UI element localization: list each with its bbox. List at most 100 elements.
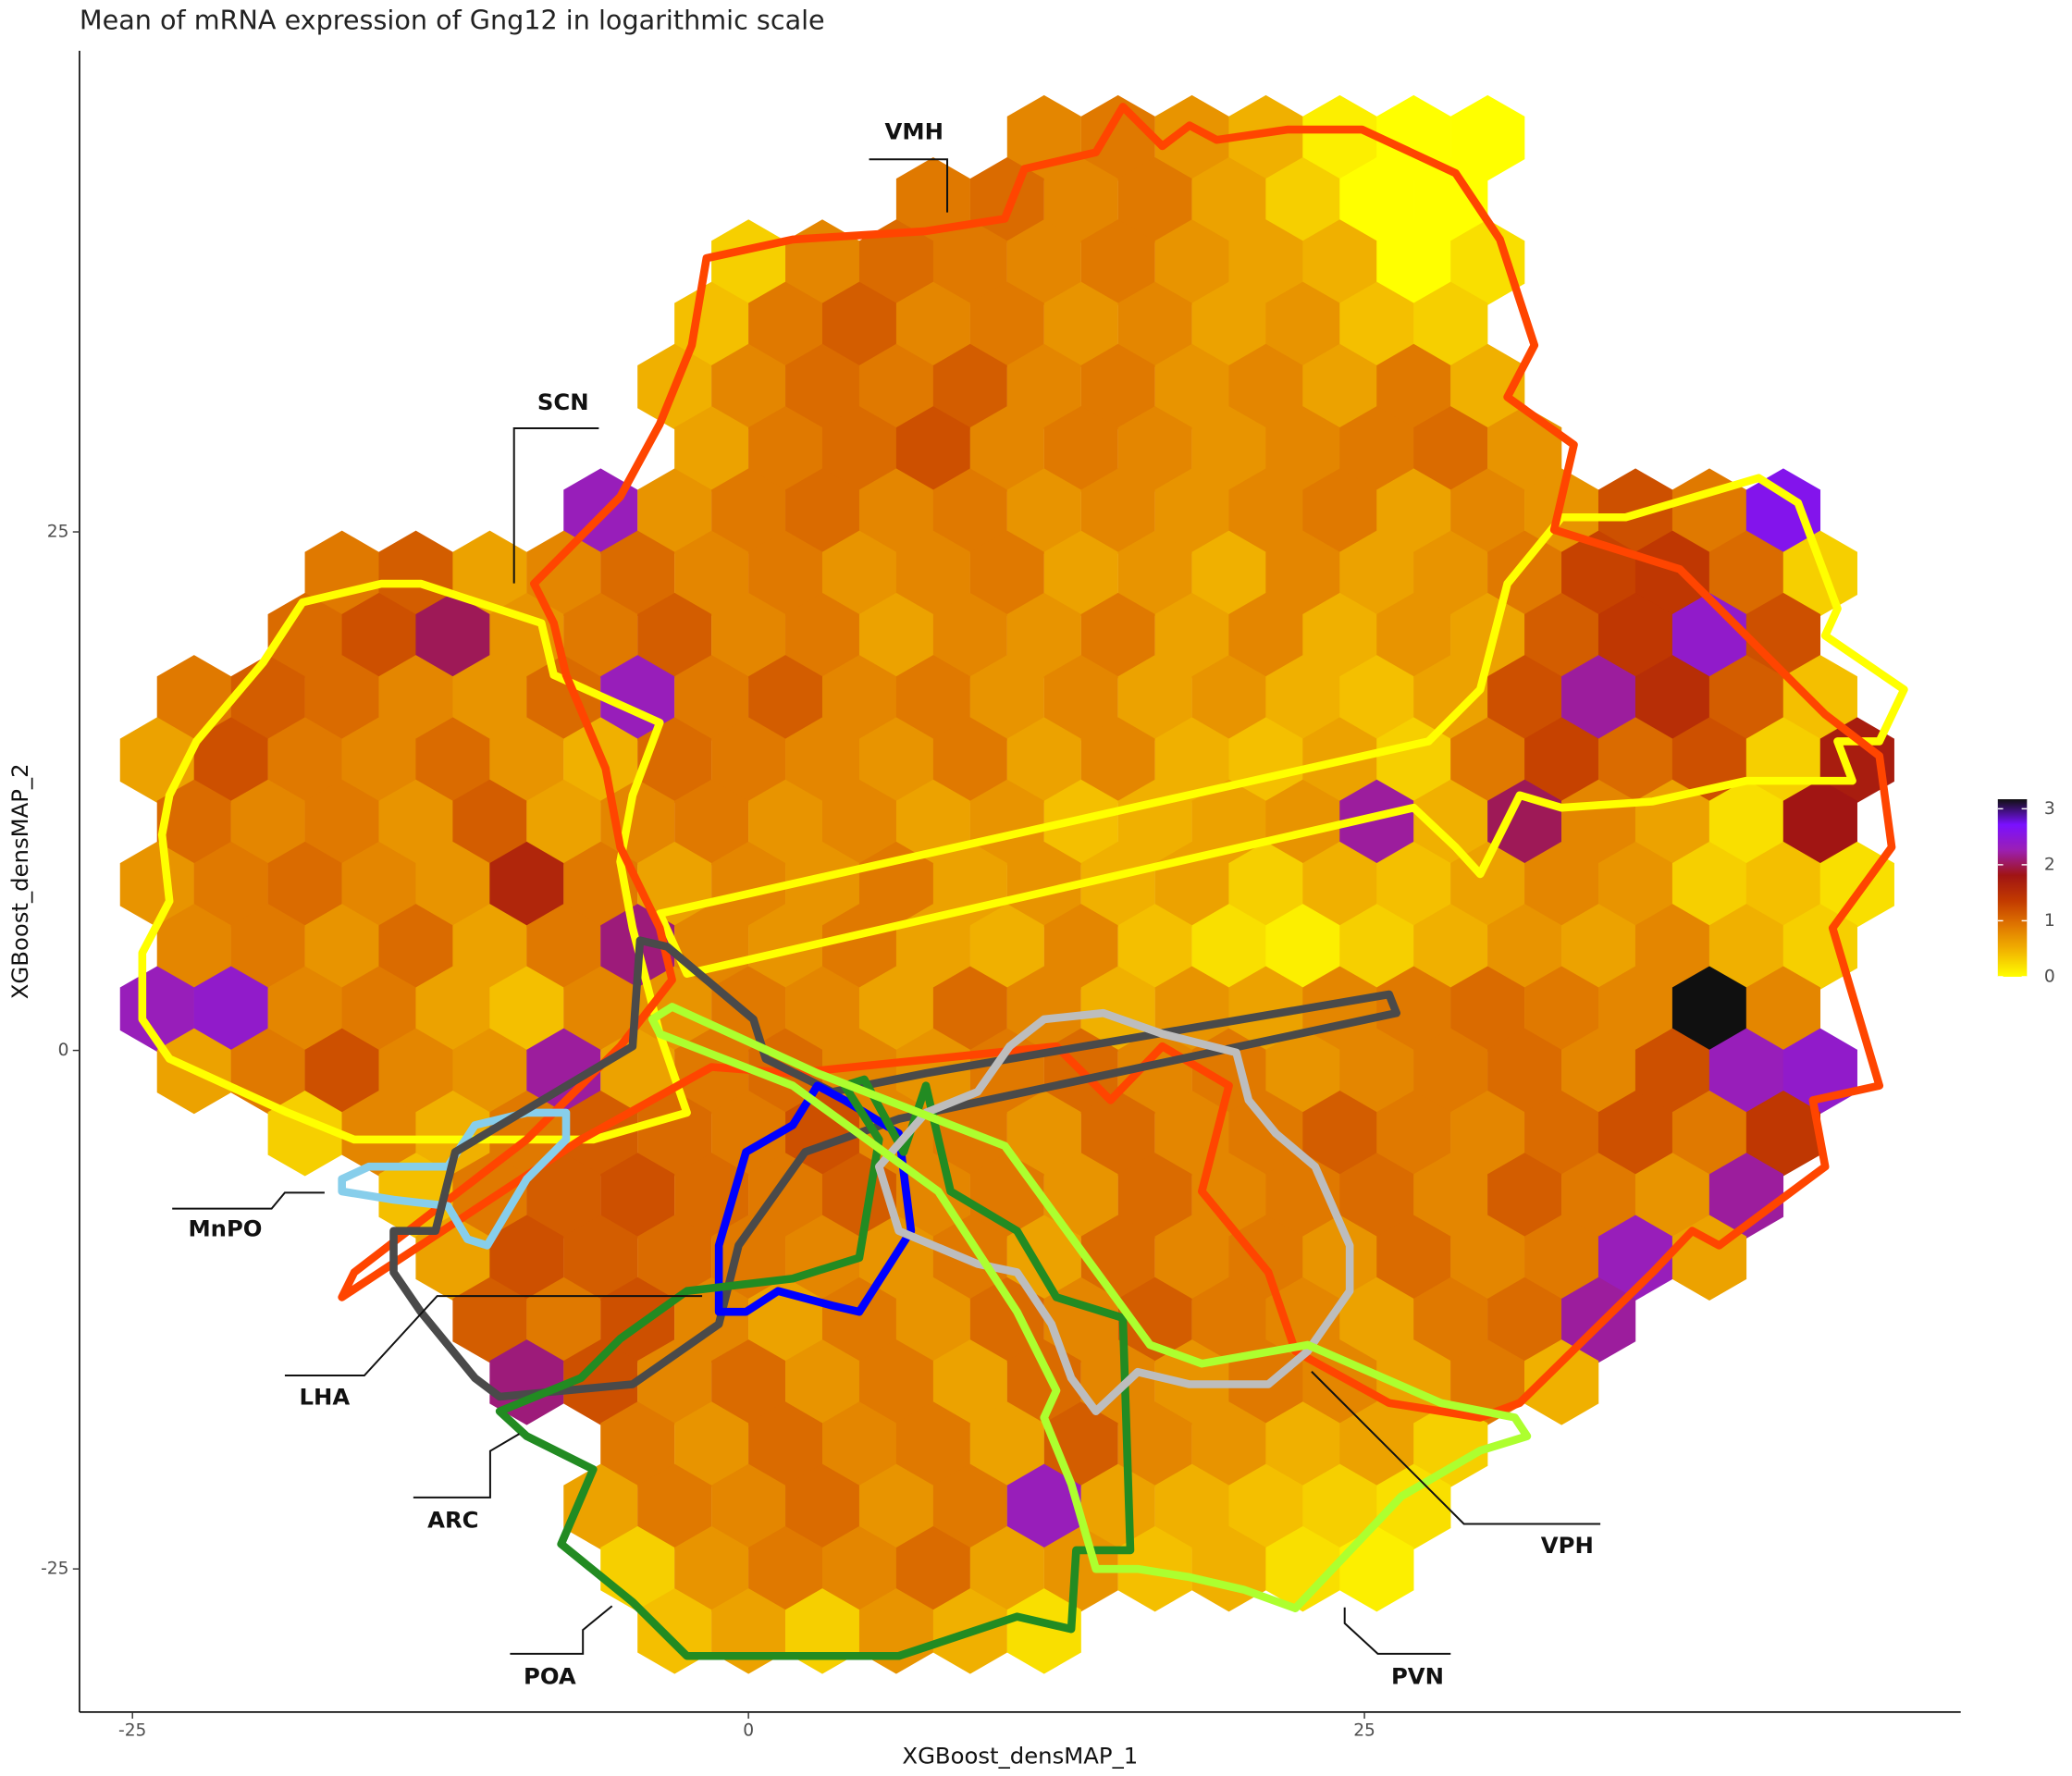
hexbin-cell xyxy=(1597,966,1673,1053)
hexbin-cell xyxy=(1413,530,1488,617)
hexbin-cell xyxy=(969,530,1044,617)
hexbin-cell xyxy=(1154,592,1229,679)
hexbin-cell xyxy=(821,655,897,741)
hexbin-cell xyxy=(711,343,786,430)
hexbin-cell xyxy=(1450,343,1525,430)
hexbin-cell xyxy=(526,1276,601,1363)
hexbin-cell xyxy=(1265,1401,1340,1487)
hexbin-cell xyxy=(711,219,786,305)
hexbin-cell xyxy=(1413,406,1488,492)
hexbin-cell xyxy=(1191,406,1266,492)
hexbin-cell xyxy=(1376,966,1451,1053)
hexbin-cell xyxy=(489,841,564,928)
hexbin-cell xyxy=(1745,1090,1821,1177)
hexbin-cell xyxy=(711,592,786,679)
region-label: MnPO xyxy=(188,1215,262,1242)
hexbin-cell xyxy=(1302,1463,1377,1550)
hexbin-cell xyxy=(1376,1215,1451,1301)
hexbin-cell xyxy=(1006,1090,1081,1177)
colorbar-tick-label: 1 xyxy=(2044,911,2055,931)
hexbin-cell xyxy=(1006,592,1081,679)
hexbin-cell xyxy=(969,655,1044,741)
hexbin-cell xyxy=(1302,841,1377,928)
hexbin-cell xyxy=(1117,1276,1192,1363)
hexbin-cell xyxy=(1191,655,1266,741)
hexbin-cell xyxy=(1302,592,1377,679)
hexbin-cell xyxy=(1228,966,1303,1053)
hexbin-cell xyxy=(230,779,305,866)
region-labels: VMH SCN MnPO LHA ARC POA VPH PVN xyxy=(172,118,1601,1690)
hexbin-cell xyxy=(1228,1215,1303,1301)
hexbin-cell xyxy=(267,841,342,928)
hexbin-cell xyxy=(526,1028,601,1115)
hexbin-cell xyxy=(1450,219,1525,305)
hexbin-cell xyxy=(1117,655,1192,741)
hexbin-cell xyxy=(193,717,268,803)
x-tick-label: -25 xyxy=(118,1720,146,1740)
hexbin-cell xyxy=(821,1525,897,1612)
region-label: ARC xyxy=(427,1507,478,1534)
hexbin-cell xyxy=(637,468,712,554)
hexbin-cell xyxy=(858,1463,934,1550)
hexbin-cell xyxy=(1117,530,1192,617)
hexbin-cell xyxy=(637,1215,712,1301)
hexbin-cell xyxy=(1265,1028,1340,1115)
hexbin-cell xyxy=(1782,655,1857,741)
hexbin-cell xyxy=(1080,219,1155,305)
y-axis-title: XGBoost_densMAP_2 xyxy=(6,763,33,999)
leader-line xyxy=(284,1295,703,1377)
hexbin-cell xyxy=(1634,1153,1710,1239)
hexbin-cell xyxy=(1117,156,1192,243)
hexbin-cell xyxy=(969,1276,1044,1363)
hexbin-cell xyxy=(1006,219,1081,305)
hexbin-cell xyxy=(969,904,1044,990)
hexbin-cell xyxy=(378,530,453,617)
hexbin-cell xyxy=(821,1401,897,1487)
hexbin-cell xyxy=(1006,1588,1081,1674)
hexbin-cell xyxy=(748,1401,823,1487)
hexbin-cell xyxy=(674,530,749,617)
hexbin-cell xyxy=(452,655,527,741)
hexbin-cell xyxy=(1339,406,1414,492)
hexbin-cell xyxy=(858,343,934,430)
hexbin-cell xyxy=(1376,219,1451,305)
colorbar-tick-label: 3 xyxy=(2044,799,2055,819)
hexbin-cell xyxy=(969,406,1044,492)
hexbin-cell xyxy=(1339,1401,1414,1487)
hexbin-cell xyxy=(1450,966,1525,1053)
hexbin-layer xyxy=(119,94,1894,1674)
hexbin-cell xyxy=(1561,655,1636,741)
hexbin-cell xyxy=(821,779,897,866)
hexbin-cell xyxy=(932,1339,1007,1425)
hexbin-cell xyxy=(1413,655,1488,741)
hexbin-cell xyxy=(1708,530,1784,617)
hexbin-cell xyxy=(341,1090,416,1177)
hexbin-cell xyxy=(821,530,897,617)
hexbin-cell xyxy=(895,1276,970,1363)
hexbin-cell xyxy=(452,904,527,990)
hexbin-cell xyxy=(1228,468,1303,554)
hexbin-cell xyxy=(600,1401,675,1487)
hexbin-cell xyxy=(1745,841,1821,928)
hexbin-cell xyxy=(1339,281,1414,368)
hexbin-cell xyxy=(1524,841,1599,928)
hexbin-cell xyxy=(378,904,453,990)
leader-line xyxy=(1343,1607,1451,1655)
hexbin-cell xyxy=(600,530,675,617)
hexbin-cell xyxy=(895,1401,970,1487)
hexbin-cell xyxy=(1487,1276,1562,1363)
hexbin-cell xyxy=(1043,281,1118,368)
hexbin-cell xyxy=(1191,530,1266,617)
leader-line xyxy=(869,158,949,213)
hexbin-cell xyxy=(341,592,416,679)
axes: -25 0 25 -25 0 25 xyxy=(41,50,1961,1740)
x-axis-title: XGBoost_densMAP_1 xyxy=(902,1743,1138,1770)
region-outline xyxy=(138,579,691,1144)
hexbin-cell xyxy=(600,1153,675,1239)
hexbin-cell xyxy=(1265,779,1340,866)
hexbin-cell xyxy=(1154,94,1229,181)
hexbin-cell xyxy=(1080,717,1155,803)
region-label: POA xyxy=(524,1663,576,1690)
hexbin-cell xyxy=(452,1276,527,1363)
y-tick-label: -25 xyxy=(41,1560,68,1579)
